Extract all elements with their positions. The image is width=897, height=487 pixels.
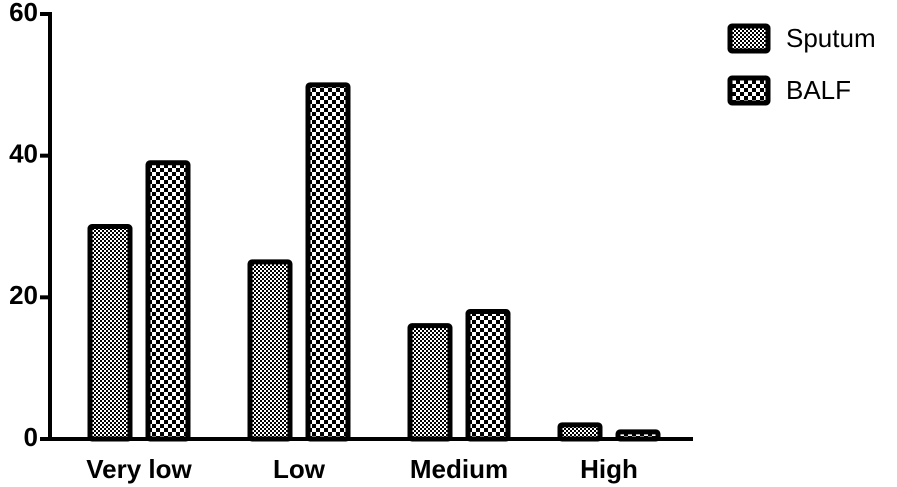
bar-medium-balf <box>465 309 511 442</box>
bar-medium-sputum <box>407 323 453 442</box>
legend-swatch-balf <box>727 75 771 106</box>
y-tick-label-0: 0 <box>24 422 38 452</box>
y-tick-label-60: 60 <box>9 0 38 27</box>
y-tick-label-40: 40 <box>9 139 38 169</box>
bar-very-low-sputum <box>87 224 133 442</box>
x-category-label-medium: Medium <box>410 454 508 484</box>
bar-high-sputum <box>557 422 603 442</box>
legend-label-balf: BALF <box>786 75 851 105</box>
bar-very-low-balf <box>145 160 191 442</box>
x-category-label-very-low: Very low <box>86 454 192 484</box>
x-category-label-low: Low <box>273 454 326 484</box>
bar-low-balf <box>305 82 351 442</box>
legend-swatch-sputum <box>727 23 771 54</box>
axes-layer: 0 20 40 60 Very low Low Medium High <box>9 0 693 484</box>
legend: Sputum BALF <box>727 23 876 106</box>
y-tick-label-20: 20 <box>9 280 38 310</box>
bars-layer <box>87 82 661 442</box>
bar-low-sputum <box>247 259 293 442</box>
legend-label-sputum: Sputum <box>786 23 876 53</box>
x-category-label-high: High <box>580 454 638 484</box>
